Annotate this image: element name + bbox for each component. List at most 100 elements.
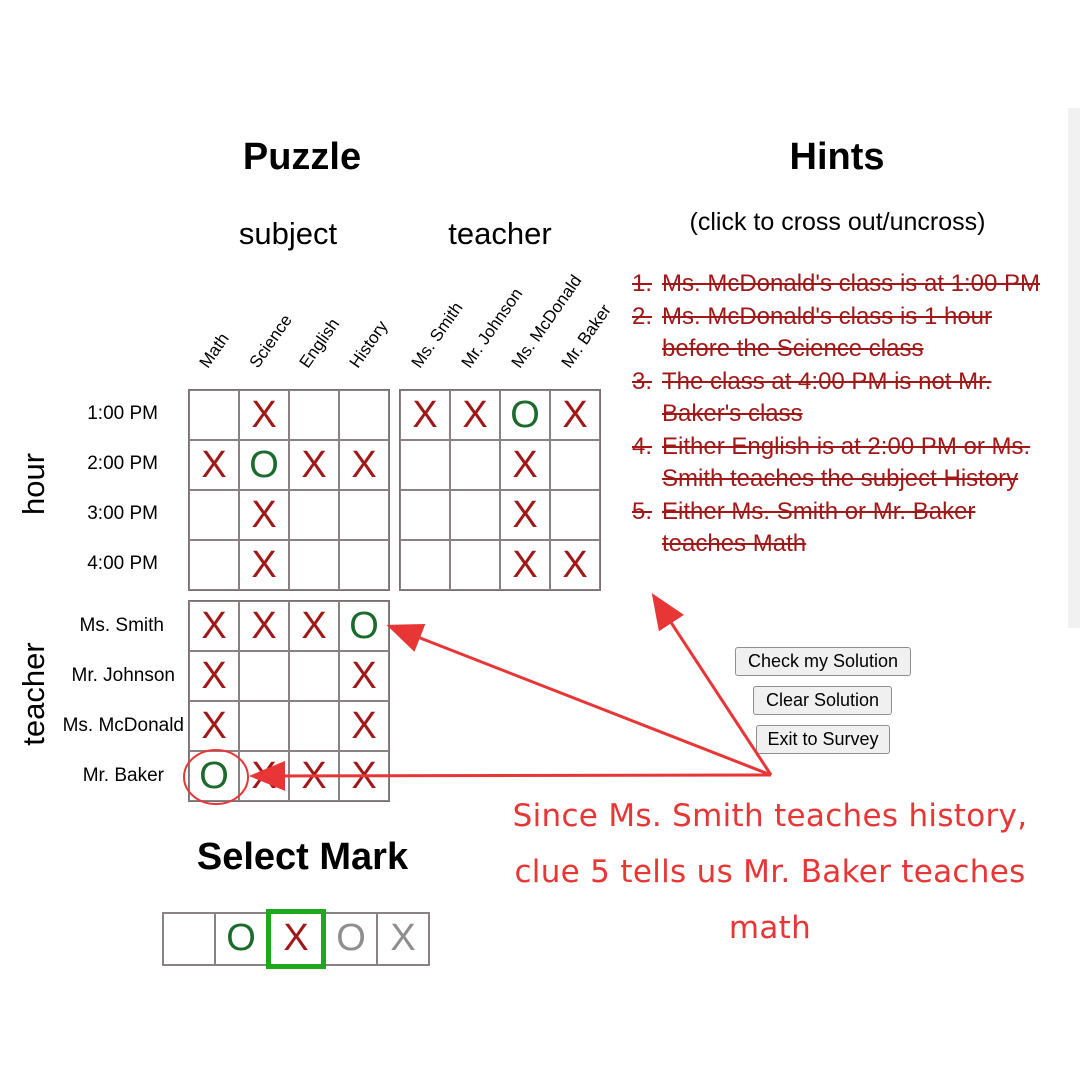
- hint-number: 5.: [632, 497, 653, 525]
- row-label-teacher: Mr. Baker: [82, 765, 164, 786]
- grid-cell[interactable]: X: [189, 701, 239, 751]
- grid-cell[interactable]: X: [339, 751, 389, 801]
- mark-option[interactable]: O: [214, 912, 268, 966]
- mark-option[interactable]: [162, 912, 216, 966]
- grid-cell[interactable]: X: [550, 390, 600, 440]
- hint-number: 1.: [632, 270, 653, 297]
- grid-cell[interactable]: X: [289, 751, 339, 801]
- row-label-teacher: Ms. McDonald: [62, 715, 184, 736]
- column-label-subject: Math: [195, 329, 233, 372]
- grid-cell[interactable]: [239, 701, 289, 751]
- hints-title: Hints: [789, 136, 885, 178]
- grid-cell[interactable]: [289, 540, 339, 590]
- grid-cell[interactable]: [189, 490, 239, 540]
- grid-cell[interactable]: [239, 651, 289, 701]
- grid-cell[interactable]: [289, 701, 339, 751]
- scrollbar-track[interactable]: [1068, 108, 1080, 628]
- grid-cell[interactable]: O: [189, 751, 239, 801]
- grid-cell[interactable]: [400, 540, 450, 590]
- puzzle-title: Puzzle: [242, 136, 362, 178]
- grid-cell[interactable]: X: [339, 440, 389, 490]
- row-label-hour: 2:00 PM: [87, 453, 158, 474]
- hint-number: 3.: [632, 367, 653, 395]
- hint-item[interactable]: 5. Either Ms. Smith or Mr. Baker teaches …: [632, 496, 1052, 561]
- grid-cell[interactable]: X: [239, 751, 289, 801]
- grid-cell[interactable]: X: [239, 490, 289, 540]
- grid-cell[interactable]: O: [500, 390, 550, 440]
- row-label-teacher: Mr. Johnson: [71, 665, 176, 686]
- grid-cell[interactable]: [450, 540, 500, 590]
- grid-cell[interactable]: [289, 651, 339, 701]
- column-label-subject: Science: [245, 310, 296, 372]
- select-mark-title: Select Mark: [196, 836, 409, 878]
- grid-cell[interactable]: X: [500, 540, 550, 590]
- grid-cell[interactable]: O: [339, 601, 389, 651]
- hints-list: 1. Ms. McDonald's class is at 1:00 PM 2. Ms…: [632, 268, 1052, 561]
- grid-cell[interactable]: X: [339, 651, 389, 701]
- row-label-teacher: Ms. Smith: [79, 615, 164, 636]
- hint-item[interactable]: 2. Ms. McDonald's class is 1 hour before …: [632, 301, 1052, 366]
- grid-cell[interactable]: [450, 440, 500, 490]
- grid-cell[interactable]: X: [289, 440, 339, 490]
- hour-side-label: hour: [16, 452, 51, 516]
- clear-solution-button[interactable]: Clear Solution: [753, 686, 892, 715]
- grid-cell[interactable]: [400, 440, 450, 490]
- grid-cell[interactable]: [339, 490, 389, 540]
- grid-cell[interactable]: [289, 490, 339, 540]
- grid-cell[interactable]: [450, 490, 500, 540]
- arrow-to-smith-history: [386, 623, 772, 777]
- grid-cell[interactable]: X: [189, 601, 239, 651]
- column-label-subject: English: [295, 314, 344, 372]
- grid-cell[interactable]: [400, 490, 450, 540]
- hints-subtitle: (click to cross out/uncross): [689, 208, 986, 236]
- hint-text: Either English is at 2:00 PM or Ms. Smit…: [662, 432, 1031, 493]
- mark-option[interactable]: X: [376, 912, 430, 966]
- hint-item[interactable]: 1. Ms. McDonald's class is at 1:00 PM: [632, 268, 1052, 301]
- mark-option[interactable]: X: [266, 909, 326, 969]
- grid-cell[interactable]: [189, 390, 239, 440]
- grid-cell[interactable]: X: [339, 701, 389, 751]
- hint-item[interactable]: 4. Either English is at 2:00 PM or Ms. Sm…: [632, 431, 1052, 496]
- grid-cell[interactable]: X: [189, 440, 239, 490]
- teacher-side-label: teacher: [16, 642, 51, 746]
- column-label-teacher: Mr. Baker: [557, 300, 615, 372]
- hint-number: 2.: [632, 302, 653, 330]
- grid-cell[interactable]: O: [239, 440, 289, 490]
- row-label-hour: 1:00 PM: [87, 403, 158, 424]
- grid-cell[interactable]: X: [500, 440, 550, 490]
- grid-cell[interactable]: X: [400, 390, 450, 440]
- mark-option[interactable]: O: [324, 912, 378, 966]
- row-label-hour: 4:00 PM: [87, 553, 158, 574]
- grid-cell[interactable]: X: [239, 540, 289, 590]
- grid-cell[interactable]: X: [450, 390, 500, 440]
- grid-cell[interactable]: [289, 390, 339, 440]
- column-label-subject: History: [345, 317, 392, 372]
- grid-cell[interactable]: X: [289, 601, 339, 651]
- grid-cell[interactable]: X: [550, 540, 600, 590]
- hint-text: The class at 4:00 PM is not Mr. Baker's …: [662, 367, 992, 428]
- check-solution-button[interactable]: Check my Solution: [735, 647, 911, 676]
- hint-number: 4.: [632, 432, 653, 460]
- grid-cell[interactable]: X: [239, 601, 289, 651]
- hint-item[interactable]: 3. The class at 4:00 PM is not Mr. Baker'…: [632, 366, 1052, 431]
- grid-cell[interactable]: [550, 490, 600, 540]
- hint-text: Ms. McDonald's class is 1 hour before th…: [662, 302, 993, 363]
- grid-cell[interactable]: X: [189, 651, 239, 701]
- row-label-hour: 3:00 PM: [87, 503, 158, 524]
- hint-text: Either Ms. Smith or Mr. Baker teaches Ma…: [662, 497, 976, 558]
- grid-cell[interactable]: X: [239, 390, 289, 440]
- teacher-header: teacher: [448, 216, 552, 251]
- hint-text: Ms. McDonald's class is at 1:00 PM: [662, 270, 1041, 297]
- annotation-text: Since Ms. Smith teaches history, clue 5 …: [512, 798, 1028, 946]
- grid-cell[interactable]: [189, 540, 239, 590]
- exit-survey-button[interactable]: Exit to Survey: [756, 725, 890, 754]
- grid-cell[interactable]: [339, 390, 389, 440]
- grid-cell[interactable]: [339, 540, 389, 590]
- subject-header: subject: [238, 216, 338, 251]
- grid-cell[interactable]: X: [500, 490, 550, 540]
- grid-cell[interactable]: [550, 440, 600, 490]
